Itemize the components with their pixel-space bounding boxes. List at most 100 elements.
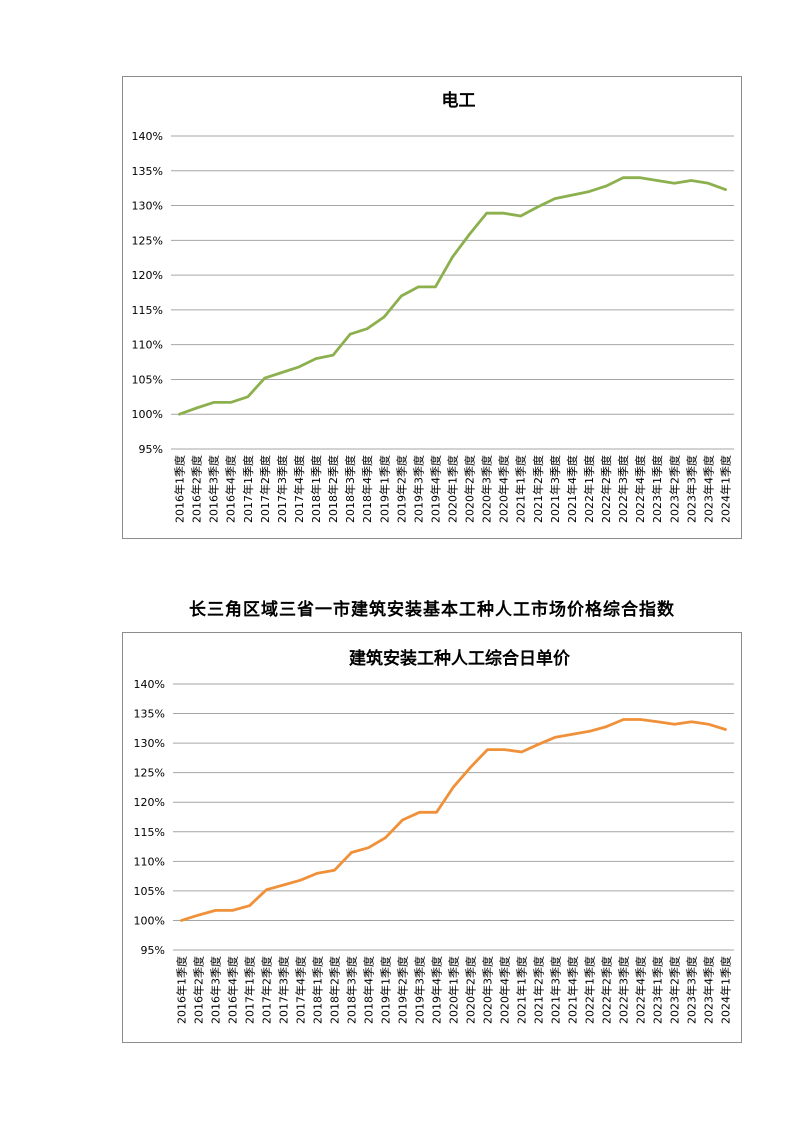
x-tick-label: 2022年2季度 <box>600 956 614 1024</box>
x-tick-label: 2022年4季度 <box>634 956 648 1024</box>
x-tick-label: 2016年3季度 <box>209 956 223 1024</box>
x-tick-label: 2016年3季度 <box>207 455 221 523</box>
data-point <box>468 232 471 236</box>
y-tick-label: 115% <box>132 304 163 317</box>
electrician-series-line <box>178 176 727 416</box>
data-point <box>214 909 217 912</box>
x-tick-label: 2021年3季度 <box>549 956 563 1024</box>
x-tick-label: 2016年1季度 <box>173 455 187 523</box>
y-tick-label: 100% <box>132 408 163 421</box>
data-point <box>195 406 198 410</box>
data-point <box>587 190 591 193</box>
x-tick-label: 2018年1季度 <box>311 956 325 1024</box>
data-point <box>519 214 522 218</box>
x-tick-label: 2024年1季度 <box>719 956 733 1024</box>
data-point <box>724 728 727 731</box>
x-tick-label: 2022年1季度 <box>583 956 597 1024</box>
x-tick-label: 2023年4季度 <box>701 455 715 523</box>
data-point <box>333 869 336 872</box>
data-point <box>229 401 232 404</box>
chart-composite-svg: 建筑安装工种人工综合日单价 95% 100% 105% 110% 115% 120% 125%… <box>134 648 734 1024</box>
data-point <box>297 365 301 369</box>
y-tick-label: 120% <box>134 796 165 809</box>
x-tick-label: 2019年2季度 <box>396 956 410 1024</box>
x-tick-label: 2016年1季度 <box>175 956 189 1024</box>
chart-electrician-svg: 电工 95% 100% 105% 110% 115% 120% 125% 130% 135% 140… <box>132 90 734 523</box>
data-point <box>536 205 539 209</box>
x-tick-label: 2018年3季度 <box>343 455 357 523</box>
x-tick-label: 2018年2季度 <box>326 455 340 523</box>
page-heading: 长三角区域三省一市建筑安装基本工种人工市场价格综合指数 <box>189 600 675 620</box>
data-point <box>178 413 181 416</box>
data-point <box>418 811 421 814</box>
x-tick-label: 2021年1季度 <box>514 455 528 523</box>
chart-title: 电工 <box>442 90 476 111</box>
data-point <box>537 743 540 746</box>
data-point <box>622 718 625 721</box>
x-tick-label: 2020年3季度 <box>480 455 494 523</box>
x-tick-label: 2020年2季度 <box>464 956 478 1024</box>
chart-electrician: 电工 95% 100% 105% 110% 115% 120% 125% 130% 135% 140… <box>122 76 742 539</box>
data-point <box>197 913 200 917</box>
data-point <box>673 182 676 185</box>
data-point <box>348 333 352 336</box>
data-point <box>621 176 625 179</box>
x-tick-label: 2021年3季度 <box>548 455 562 523</box>
x-tick-label: 2017年4季度 <box>294 956 308 1024</box>
data-point <box>690 179 693 182</box>
x-tick-label: 2020年1季度 <box>446 455 460 523</box>
x-tick-label: 2020年4季度 <box>497 455 511 523</box>
data-point <box>724 188 727 191</box>
y-tick-label: 95% <box>141 944 165 957</box>
data-point <box>280 371 284 374</box>
y-tick-label: 130% <box>134 737 165 750</box>
data-point <box>246 395 249 398</box>
data-point <box>180 919 183 922</box>
data-point <box>452 785 455 789</box>
x-tick-label: 2019年3季度 <box>411 455 425 523</box>
x-tick-label: 2018年1季度 <box>309 455 323 523</box>
x-tick-label: 2017年3季度 <box>275 455 289 523</box>
data-point <box>231 909 234 912</box>
data-point <box>690 720 693 723</box>
data-point <box>571 733 574 736</box>
data-point <box>707 182 710 185</box>
data-point <box>316 872 319 875</box>
x-tick-label: 2023年2季度 <box>668 956 682 1024</box>
data-point <box>673 723 676 726</box>
data-point <box>366 327 369 330</box>
x-tick-label: 2018年3季度 <box>345 956 359 1024</box>
x-tick-label: 2024年1季度 <box>718 455 732 523</box>
data-point <box>401 818 404 822</box>
data-point <box>331 353 335 357</box>
data-point <box>485 212 488 215</box>
x-tick-label: 2017年3季度 <box>277 956 291 1024</box>
data-point <box>282 883 285 887</box>
data-point <box>588 730 591 733</box>
y-tick-label: 100% <box>134 914 165 927</box>
x-tick-label: 2017年2季度 <box>258 455 272 523</box>
data-point <box>604 184 608 188</box>
composite-series-line <box>180 718 727 922</box>
y-tick-label: 140% <box>132 130 163 143</box>
x-tick-label: 2016年4季度 <box>226 956 240 1024</box>
x-tick-label: 2017年2季度 <box>260 956 274 1024</box>
y-tick-label: 135% <box>134 708 165 721</box>
x-tick-label: 2021年4季度 <box>566 956 580 1024</box>
data-point <box>350 851 353 854</box>
x-tick-label: 2020年4季度 <box>498 956 512 1024</box>
data-point <box>502 212 505 215</box>
y-tick-label: 130% <box>132 200 163 213</box>
data-point <box>570 193 574 197</box>
y-tick-label: 115% <box>134 826 165 839</box>
x-tick-label: 2016年4季度 <box>224 455 238 523</box>
y-tick-label: 105% <box>132 373 163 386</box>
x-tick-label: 2022年3季度 <box>616 455 630 523</box>
x-tick-label: 2023年3季度 <box>684 455 698 523</box>
chart-composite-daily-price: 建筑安装工种人工综合日单价 95% 100% 105% 110% 115% 120% 125%… <box>122 632 742 1043</box>
y-tick-label: 125% <box>132 234 163 247</box>
y-tick-label: 95% <box>139 443 163 456</box>
x-tick-label: 2017年1季度 <box>241 455 255 523</box>
x-tick-label: 2023年2季度 <box>667 455 681 523</box>
chart-title: 建筑安装工种人工综合日单价 <box>349 648 571 669</box>
